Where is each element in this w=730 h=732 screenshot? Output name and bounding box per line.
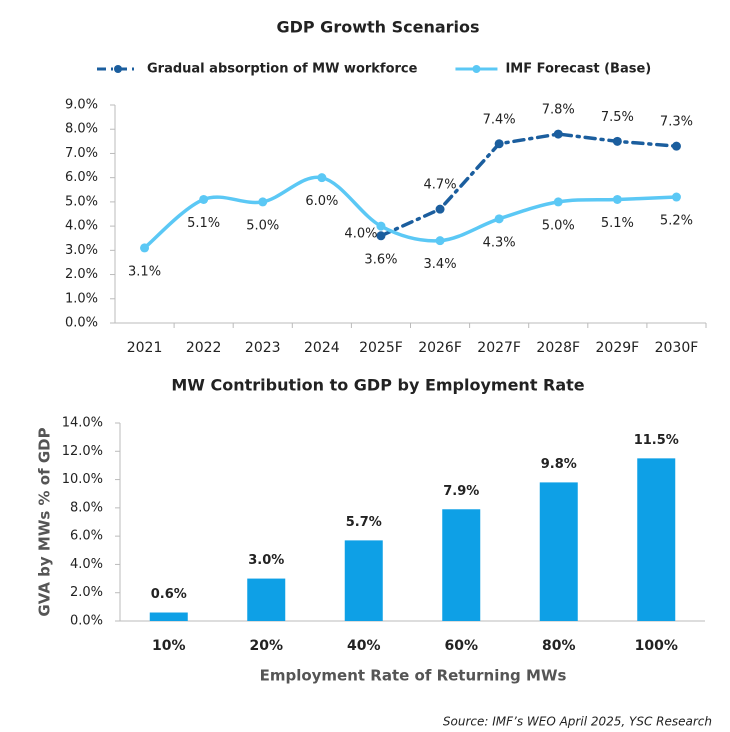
series-line xyxy=(379,132,679,238)
data-label: 7.8% xyxy=(542,103,575,118)
x-tick-label: 10% xyxy=(152,638,186,654)
data-label: 0.6% xyxy=(151,587,187,602)
x-tick-label: 2026F xyxy=(418,340,462,356)
bar xyxy=(637,458,676,621)
x-tick-label: 2024 xyxy=(304,340,340,356)
y-tick-label: 12.0% xyxy=(62,444,103,459)
data-label: 5.0% xyxy=(542,218,575,233)
y-tick-label: 4.0% xyxy=(65,219,98,234)
x-tick-label: 2022 xyxy=(186,340,222,356)
data-point xyxy=(435,236,445,246)
x-tick-label: 2029F xyxy=(596,340,640,356)
data-label: 3.6% xyxy=(364,252,397,267)
data-point xyxy=(376,231,386,241)
data-label: 7.9% xyxy=(443,484,479,499)
legend-marker xyxy=(114,65,122,73)
y-tick-label: 6.0% xyxy=(70,529,103,544)
data-label: 5.1% xyxy=(601,216,634,231)
series-line xyxy=(142,175,679,250)
data-point xyxy=(317,173,327,183)
y-tick-label: 7.0% xyxy=(65,146,98,161)
data-point xyxy=(553,129,563,139)
x-tick-label: 20% xyxy=(249,638,283,654)
data-label: 4.0% xyxy=(344,227,377,242)
x-tick-label: 2021 xyxy=(127,340,163,356)
y-tick-label: 0.0% xyxy=(70,614,103,629)
x-tick-label: 2028F xyxy=(536,340,580,356)
y-tick-label: 4.0% xyxy=(70,557,103,572)
data-label: 6.0% xyxy=(305,194,338,209)
y-tick-label: 5.0% xyxy=(65,194,98,209)
legend-label: Gradual absorption of MW workforce xyxy=(147,62,418,77)
data-point xyxy=(199,194,209,204)
x-tick-label: 2030F xyxy=(655,340,699,356)
y-tick-label: 8.0% xyxy=(70,500,103,515)
data-label: 11.5% xyxy=(634,433,679,448)
data-point xyxy=(494,214,504,224)
x-tick-label: 2027F xyxy=(477,340,521,356)
data-label: 5.1% xyxy=(187,216,220,231)
data-label: 7.4% xyxy=(483,112,516,127)
data-label: 5.7% xyxy=(346,515,382,530)
data-point xyxy=(612,194,622,204)
legend-label: IMF Forecast (Base) xyxy=(505,62,651,77)
x-tick-label: 100% xyxy=(635,638,678,654)
data-point xyxy=(671,192,681,202)
data-label: 5.0% xyxy=(246,218,279,233)
data-label: 5.2% xyxy=(660,214,693,229)
bar xyxy=(539,482,578,621)
data-point xyxy=(376,221,386,231)
data-point xyxy=(435,204,445,214)
data-point xyxy=(494,139,504,149)
y-tick-label: 0.0% xyxy=(65,316,98,331)
data-label: 4.3% xyxy=(483,235,516,250)
x-tick-label: 40% xyxy=(347,638,381,654)
x-tick-label: 2023 xyxy=(245,340,281,356)
bar xyxy=(344,540,383,621)
legend-marker xyxy=(472,65,481,73)
data-label: 3.4% xyxy=(424,257,457,272)
chart-title: MW Contribution to GDP by Employment Rat… xyxy=(171,376,584,395)
y-axis-title: GVA by MWs % of GDP xyxy=(36,427,54,616)
y-tick-label: 9.0% xyxy=(65,98,98,113)
data-point xyxy=(258,197,268,207)
bar xyxy=(442,509,481,621)
y-tick-label: 3.0% xyxy=(65,243,98,258)
x-tick-label: 60% xyxy=(444,638,478,654)
y-tick-label: 14.0% xyxy=(62,416,103,431)
y-tick-label: 6.0% xyxy=(65,170,98,185)
data-label: 9.8% xyxy=(541,457,577,472)
source-note: Source: IMF’s WEO April 2025, YSC Resear… xyxy=(443,715,712,729)
y-tick-label: 1.0% xyxy=(65,291,98,306)
chart-title: GDP Growth Scenarios xyxy=(276,18,479,37)
y-tick-label: 8.0% xyxy=(65,122,98,137)
y-tick-label: 2.0% xyxy=(65,267,98,282)
x-axis-title: Employment Rate of Returning MWs xyxy=(260,667,567,685)
x-tick-label: 80% xyxy=(542,638,576,654)
bar xyxy=(149,612,188,621)
data-point xyxy=(612,136,622,146)
data-label: 3.1% xyxy=(128,264,161,279)
bar xyxy=(247,578,286,621)
data-point xyxy=(140,243,150,253)
x-tick-label: 2025F xyxy=(359,340,403,356)
data-label: 7.5% xyxy=(601,110,634,125)
data-label: 4.7% xyxy=(424,178,457,193)
data-label: 7.3% xyxy=(660,115,693,130)
y-tick-label: 2.0% xyxy=(70,585,103,600)
data-point xyxy=(671,141,681,151)
data-label: 3.0% xyxy=(248,553,284,568)
data-point xyxy=(553,197,563,207)
y-tick-label: 10.0% xyxy=(62,472,103,487)
